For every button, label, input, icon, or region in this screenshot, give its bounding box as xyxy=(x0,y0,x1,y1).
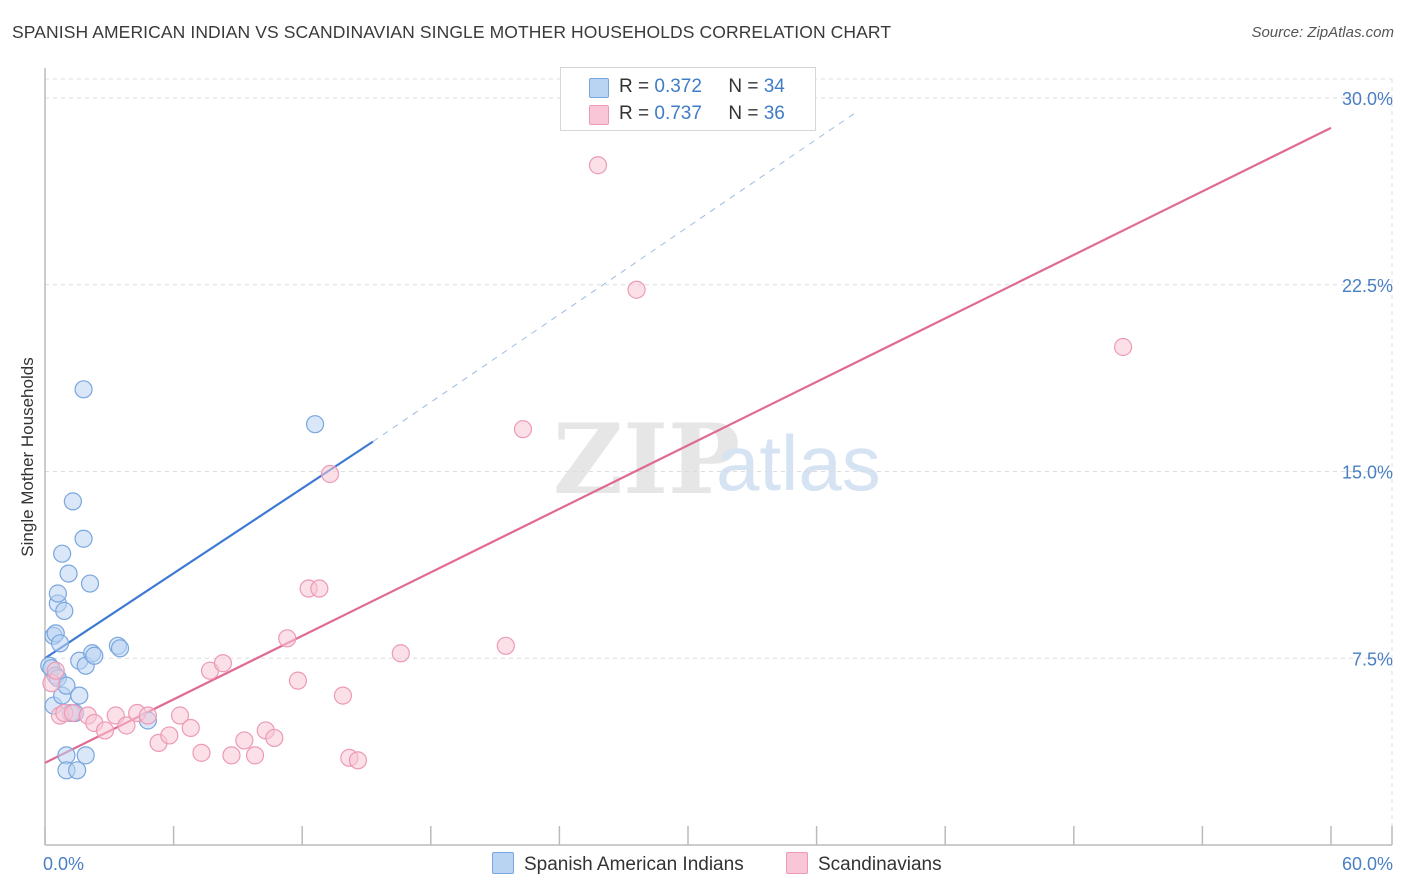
legend-r-value-blue: 0.372 xyxy=(654,76,702,97)
point-scandinavian xyxy=(63,703,82,723)
point-spanish-american-indian xyxy=(305,415,325,434)
point-scandinavian xyxy=(333,686,353,705)
legend-label-blue: Spanish American Indians xyxy=(524,854,744,875)
chart-title: SPANISH AMERICAN INDIAN VS SCANDINAVIAN … xyxy=(12,22,892,42)
point-spanish-american-indian xyxy=(50,634,70,653)
legend-n-value-blue: 34 xyxy=(763,76,785,97)
source-note: Source: ZipAtlas.com xyxy=(1251,24,1394,41)
y-tick-label: 22.5% xyxy=(1342,276,1393,296)
legend-n-label: N = xyxy=(728,103,759,124)
point-scandinavian xyxy=(46,661,65,680)
watermark: ZIP atlas xyxy=(553,403,881,516)
point-scandinavian xyxy=(627,280,646,299)
point-spanish-american-indian xyxy=(110,639,130,658)
legend-swatch-pink xyxy=(589,105,609,125)
point-scandinavian xyxy=(265,728,284,748)
point-spanish-american-indian xyxy=(74,529,93,548)
point-spanish-american-indian xyxy=(53,544,72,563)
point-spanish-american-indian xyxy=(55,601,74,621)
point-scandinavian xyxy=(213,654,232,673)
point-scandinavian xyxy=(222,746,241,765)
point-scandinavian xyxy=(288,671,308,690)
point-spanish-american-indian xyxy=(70,686,89,705)
point-spanish-american-indian xyxy=(76,746,95,765)
point-spanish-american-indian xyxy=(48,584,67,603)
legend-swatch-blue xyxy=(589,78,609,98)
trend-lines xyxy=(44,112,1332,764)
point-scandinavian xyxy=(278,629,297,648)
point-scandinavian xyxy=(513,420,533,439)
axes xyxy=(44,68,1393,846)
point-scandinavian xyxy=(496,636,515,655)
point-scandinavian xyxy=(181,718,200,738)
point-scandinavian xyxy=(1113,337,1133,357)
point-scandinavian xyxy=(117,716,136,735)
point-scandinavian xyxy=(245,746,265,765)
point-spanish-american-indian xyxy=(68,761,87,780)
trend-line-blue-extension xyxy=(372,112,856,443)
point-scandinavian xyxy=(192,743,211,762)
x-tick-label: 60.0% xyxy=(1342,854,1393,874)
legend-n-label: N = xyxy=(728,76,759,97)
point-scandinavian xyxy=(348,751,368,770)
y-tick-label: 15.0% xyxy=(1342,463,1393,483)
point-scandinavian xyxy=(320,464,340,484)
legend-item-scandinavians: Scandinavians xyxy=(786,852,942,876)
point-scandinavian xyxy=(588,156,608,175)
point-scandinavian xyxy=(160,726,179,745)
legend-swatch-pink xyxy=(786,852,808,874)
legend-r-label: R = xyxy=(619,103,650,124)
y-tick-label: 30.0% xyxy=(1342,89,1393,109)
point-scandinavian xyxy=(310,579,329,598)
point-scandinavian xyxy=(138,706,157,725)
point-spanish-american-indian xyxy=(59,564,78,583)
trend-line-pink xyxy=(44,126,1332,764)
legend-swatch-blue xyxy=(492,852,514,874)
point-spanish-american-indian xyxy=(80,574,100,593)
point-spanish-american-indian xyxy=(85,646,104,665)
y-tick-label: 7.5% xyxy=(1352,649,1393,669)
x-tick-label: 0.0% xyxy=(43,854,84,874)
point-spanish-american-indian xyxy=(74,380,93,399)
legend-item-spanish-american-indians: Spanish American Indians xyxy=(492,852,744,876)
legend-n-value-pink: 36 xyxy=(763,103,785,124)
legend-r-label: R = xyxy=(619,76,650,97)
legend-r-value-pink: 0.737 xyxy=(654,103,702,124)
point-scandinavian xyxy=(95,721,115,740)
point-scandinavian xyxy=(391,644,410,663)
trend-line-blue xyxy=(44,440,374,660)
data-points xyxy=(40,156,1133,780)
point-spanish-american-indian xyxy=(63,492,82,511)
point-scandinavian xyxy=(170,706,190,725)
point-scandinavian xyxy=(235,731,254,750)
tick-labels: 7.5% 15.0% 22.5% 30.0% 0.0% 60.0% xyxy=(43,89,1393,874)
legend-label-pink: Scandinavians xyxy=(818,854,942,875)
correlation-legend: R = 0.372 N = 34 R = 0.737 N = 36 xyxy=(560,67,816,131)
watermark-atlas: atlas xyxy=(716,419,881,507)
